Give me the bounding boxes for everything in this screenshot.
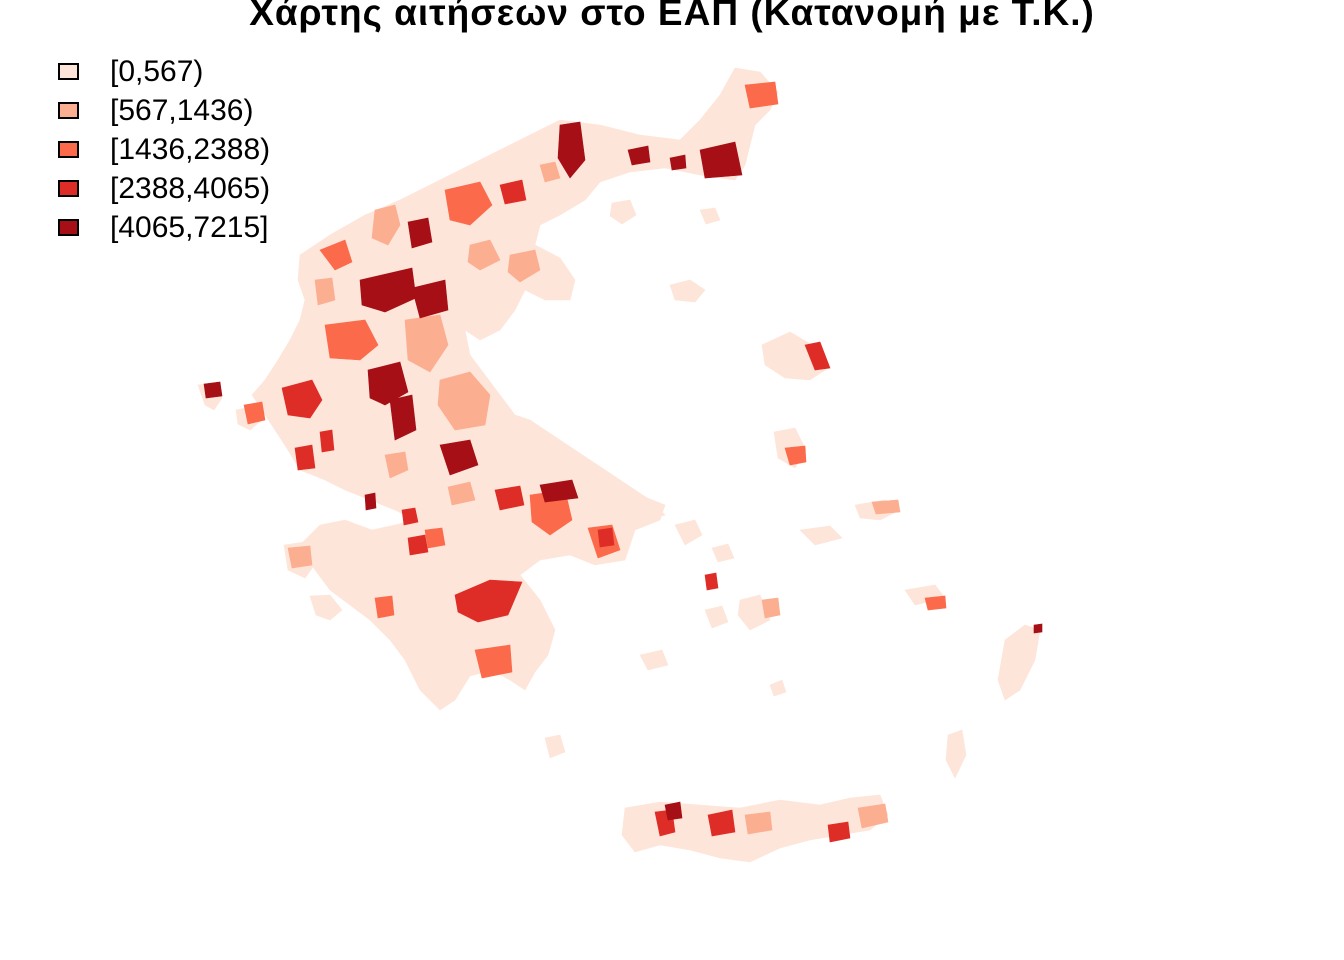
samothraki-island xyxy=(699,207,721,225)
limnos-island xyxy=(669,279,706,303)
region xyxy=(389,394,417,441)
santorini-island xyxy=(769,679,787,697)
region xyxy=(359,267,417,313)
legend-label: [1436,2388) xyxy=(110,132,271,166)
region xyxy=(384,451,409,479)
landmass-layer xyxy=(197,67,1041,863)
region xyxy=(494,485,525,511)
region xyxy=(707,809,736,837)
region xyxy=(294,444,316,471)
thasos-island xyxy=(609,199,637,225)
region xyxy=(664,801,683,821)
region xyxy=(314,277,336,306)
region xyxy=(287,545,313,569)
region xyxy=(744,811,773,835)
region xyxy=(499,179,527,205)
region xyxy=(597,527,615,548)
tinos-island xyxy=(711,543,735,563)
legend-item: [1436,2388) xyxy=(58,130,270,169)
legend-label: [567,1436) xyxy=(110,93,254,127)
region xyxy=(699,141,743,179)
region xyxy=(319,429,335,453)
legend-item: [567,1436) xyxy=(58,91,270,130)
lesvos-island xyxy=(761,331,829,381)
region xyxy=(243,401,266,425)
region xyxy=(439,439,479,476)
legend-label: [2388,4065) xyxy=(110,171,271,205)
region xyxy=(539,161,561,183)
region xyxy=(401,507,419,526)
region xyxy=(374,595,395,619)
region xyxy=(319,239,353,271)
region xyxy=(857,803,889,829)
rhodes-island xyxy=(997,624,1041,701)
region xyxy=(1033,623,1043,634)
legend-swatch xyxy=(58,102,79,119)
region xyxy=(627,145,651,166)
andros-island xyxy=(674,519,703,546)
region xyxy=(203,381,223,399)
region xyxy=(539,479,579,503)
region xyxy=(324,319,379,361)
zakynthos-island xyxy=(309,594,343,621)
region xyxy=(669,154,687,171)
region xyxy=(404,314,449,373)
region xyxy=(407,534,429,556)
kythera-island xyxy=(544,734,566,759)
naxos-island xyxy=(737,594,771,631)
legend-swatch xyxy=(58,180,79,197)
region xyxy=(281,379,323,419)
region xyxy=(467,239,501,271)
region xyxy=(474,644,513,679)
legend-label: [4065,7215] xyxy=(110,210,269,244)
region xyxy=(744,81,779,109)
region xyxy=(704,572,719,591)
legend-item: [2388,4065) xyxy=(58,169,270,208)
milos-island xyxy=(639,649,669,671)
map-title: Χάρτης αιτήσεων στο ΕΑΠ (Κατανομή με Τ.Κ… xyxy=(249,0,1095,33)
region xyxy=(424,527,446,549)
region-layer xyxy=(203,81,1043,843)
region xyxy=(454,579,523,623)
region xyxy=(507,249,541,283)
region xyxy=(804,341,831,371)
region xyxy=(444,181,493,226)
region xyxy=(407,217,433,249)
region xyxy=(437,371,491,431)
region xyxy=(557,121,586,179)
evia-island xyxy=(499,409,666,521)
region xyxy=(827,821,851,843)
legend: [0,567) [567,1436) [1436,2388) [2388,406… xyxy=(58,52,270,247)
region xyxy=(924,595,947,611)
legend-item: [0,567) xyxy=(58,52,270,91)
paros-island xyxy=(704,605,729,629)
region xyxy=(447,481,476,506)
legend-label: [0,567) xyxy=(110,54,204,88)
region xyxy=(371,204,401,246)
karpathos-island xyxy=(945,729,967,779)
legend-swatch xyxy=(58,219,79,236)
region xyxy=(411,279,449,319)
legend-item: [4065,7215] xyxy=(58,208,270,247)
ikaria-island xyxy=(799,525,843,546)
region xyxy=(871,499,901,515)
legend-swatch xyxy=(58,63,79,80)
region xyxy=(364,492,377,511)
legend-swatch xyxy=(58,141,79,158)
region xyxy=(761,597,781,619)
region xyxy=(784,445,807,466)
